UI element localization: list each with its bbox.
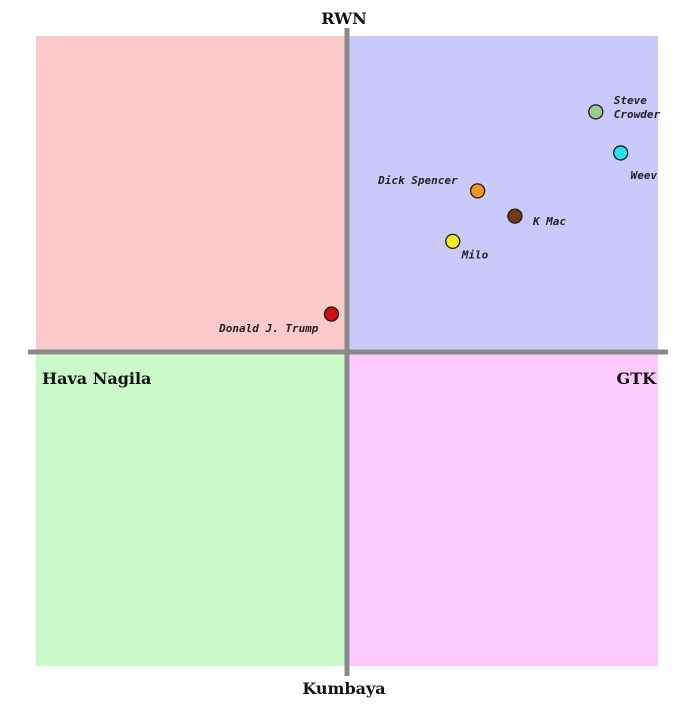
points-layer: Steve Crowder Weev Dick Spencer K Mac Milo Don…	[218, 94, 660, 335]
axis-label-top: RWN	[321, 9, 367, 28]
quadrant-bottom-right	[347, 352, 658, 666]
point-k-mac	[507, 208, 523, 224]
axis-label-bottom: Kumbaya	[302, 679, 385, 698]
point-weev	[613, 145, 629, 161]
point-dick-spencer	[469, 183, 486, 199]
point-label-milo: Milo	[461, 248, 489, 261]
axis-label-left: Hava Nagila	[42, 369, 151, 388]
point-donald-j-trump	[323, 306, 340, 322]
point-label-dick-spencer: Dick Spencer	[377, 174, 458, 187]
point-milo	[445, 233, 461, 250]
point-steve-crowder	[588, 104, 604, 120]
axis-label-right: GTK	[617, 369, 658, 388]
quadrant-top-left	[36, 36, 347, 352]
point-label-steve-crowder: Steve Crowder	[614, 94, 661, 121]
point-label-k-mac: K Mac	[532, 215, 566, 228]
point-label-donald-j-trump: Donald J. Trump	[218, 322, 319, 335]
quadrant-bottom-left	[36, 352, 347, 666]
quadrant-top-right	[347, 36, 658, 352]
point-label-weev: Weev	[631, 169, 658, 182]
